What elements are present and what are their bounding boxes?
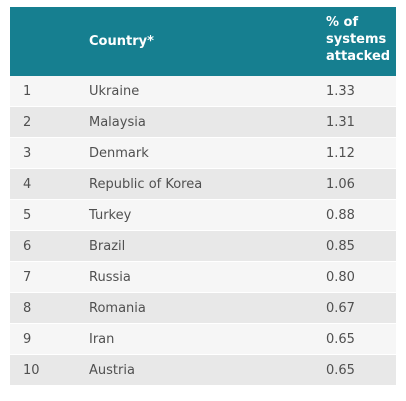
- rank-cell: 8: [23, 301, 32, 316]
- percent-cell: 1.12: [326, 146, 355, 161]
- country-cell: Republic of Korea: [89, 177, 203, 192]
- country-cell: Turkey: [89, 208, 132, 223]
- header-country: Country*: [89, 34, 154, 49]
- percent-cell: 0.85: [326, 239, 355, 254]
- table-row: 10 Austria 0.65: [10, 355, 396, 386]
- country-cell: Ukraine: [89, 84, 140, 99]
- percent-cell: 0.65: [326, 363, 355, 378]
- table-row: 7 Russia 0.80: [10, 262, 396, 293]
- percent-cell: 0.88: [326, 208, 355, 223]
- rank-cell: 6: [23, 239, 32, 254]
- table-header: Country* % of systems attacked: [10, 7, 396, 76]
- country-cell: Austria: [89, 363, 135, 378]
- country-cell: Iran: [89, 332, 115, 347]
- table-row: 4 Republic of Korea 1.06: [10, 169, 396, 200]
- country-cell: Denmark: [89, 146, 149, 161]
- country-cell: Brazil: [89, 239, 126, 254]
- percent-cell: 1.31: [326, 115, 355, 130]
- percent-cell: 0.65: [326, 332, 355, 347]
- table-row: 2 Malaysia 1.31: [10, 107, 396, 138]
- percent-cell: 0.67: [326, 301, 355, 316]
- table-row: 5 Turkey 0.88: [10, 200, 396, 231]
- country-cell: Malaysia: [89, 115, 146, 130]
- country-cell: Russia: [89, 270, 131, 285]
- table-row: 8 Romania 0.67: [10, 293, 396, 324]
- rank-cell: 4: [23, 177, 32, 192]
- country-cell: Romania: [89, 301, 146, 316]
- rank-cell: 1: [23, 84, 32, 99]
- rank-cell: 9: [23, 332, 32, 347]
- rank-cell: 2: [23, 115, 32, 130]
- table-row: 6 Brazil 0.85: [10, 231, 396, 262]
- percent-cell: 1.06: [326, 177, 355, 192]
- rank-cell: 10: [23, 363, 40, 378]
- table-body: 1 Ukraine 1.33 2 Malaysia 1.31 3 Denmark 1.12 4 Re…: [10, 76, 396, 386]
- header-percent-attacked: % of systems attacked: [326, 15, 391, 64]
- percent-cell: 0.80: [326, 270, 355, 285]
- rank-cell: 7: [23, 270, 32, 285]
- table-row: 1 Ukraine 1.33: [10, 76, 396, 107]
- table-row: 3 Denmark 1.12: [10, 138, 396, 169]
- table-row: 9 Iran 0.65: [10, 324, 396, 355]
- rank-cell: 3: [23, 146, 32, 161]
- percent-cell: 1.33: [326, 84, 355, 99]
- rank-cell: 5: [23, 208, 32, 223]
